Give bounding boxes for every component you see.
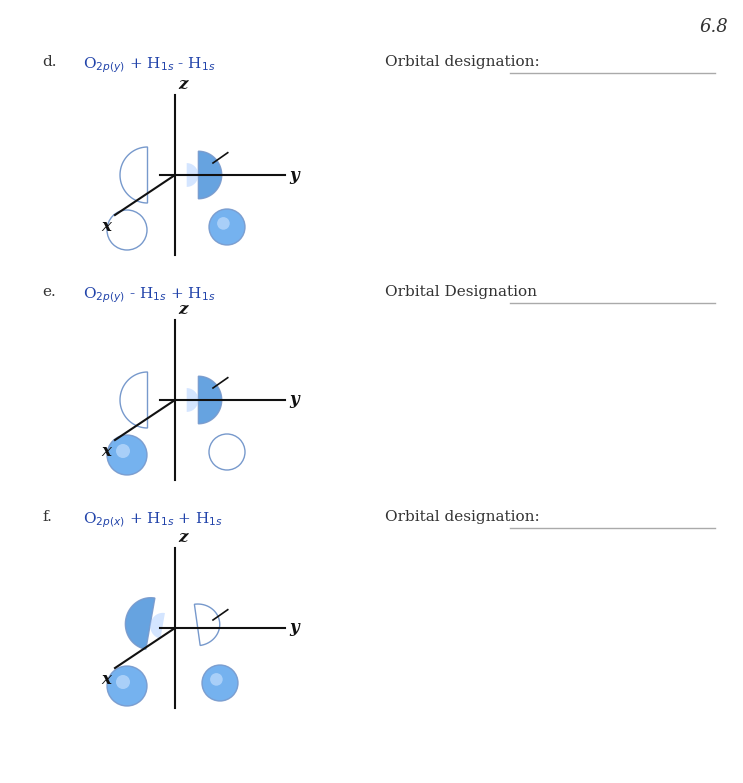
Ellipse shape	[116, 675, 130, 689]
Text: z: z	[178, 529, 187, 546]
Ellipse shape	[107, 210, 147, 250]
PathPatch shape	[150, 613, 165, 639]
Text: y: y	[289, 167, 299, 183]
Ellipse shape	[209, 434, 245, 470]
PathPatch shape	[186, 388, 198, 412]
Text: d.: d.	[42, 55, 56, 69]
Text: x: x	[101, 443, 111, 460]
Text: Orbital designation:: Orbital designation:	[385, 510, 539, 524]
PathPatch shape	[198, 376, 221, 424]
PathPatch shape	[195, 604, 220, 645]
Ellipse shape	[217, 217, 230, 229]
Ellipse shape	[107, 435, 147, 475]
Text: z: z	[178, 76, 187, 93]
Text: O$_{2p(y)}$ - H$_{1s}$ + H$_{1s}$: O$_{2p(y)}$ - H$_{1s}$ + H$_{1s}$	[83, 285, 215, 305]
Text: O$_{2p(y)}$ + H$_{1s}$ - H$_{1s}$: O$_{2p(y)}$ + H$_{1s}$ - H$_{1s}$	[83, 55, 215, 74]
Ellipse shape	[210, 673, 223, 686]
Text: x: x	[101, 671, 111, 688]
PathPatch shape	[186, 163, 198, 187]
PathPatch shape	[120, 147, 148, 203]
Ellipse shape	[116, 444, 130, 458]
Text: y: y	[289, 392, 299, 409]
PathPatch shape	[126, 597, 155, 649]
PathPatch shape	[198, 151, 221, 199]
Ellipse shape	[107, 666, 147, 706]
Text: O$_{2p(x)}$ + H$_{1s}$ + H$_{1s}$: O$_{2p(x)}$ + H$_{1s}$ + H$_{1s}$	[83, 510, 223, 529]
Text: x: x	[101, 218, 111, 235]
Text: 6.8: 6.8	[699, 18, 728, 36]
Text: y: y	[289, 619, 299, 637]
PathPatch shape	[120, 372, 148, 428]
Text: Orbital designation:: Orbital designation:	[385, 55, 539, 69]
Ellipse shape	[209, 209, 245, 245]
Ellipse shape	[202, 665, 238, 701]
Text: Orbital Designation: Orbital Designation	[385, 285, 537, 299]
Text: e.: e.	[42, 285, 56, 299]
Text: z: z	[178, 301, 187, 318]
Text: f.: f.	[42, 510, 52, 524]
